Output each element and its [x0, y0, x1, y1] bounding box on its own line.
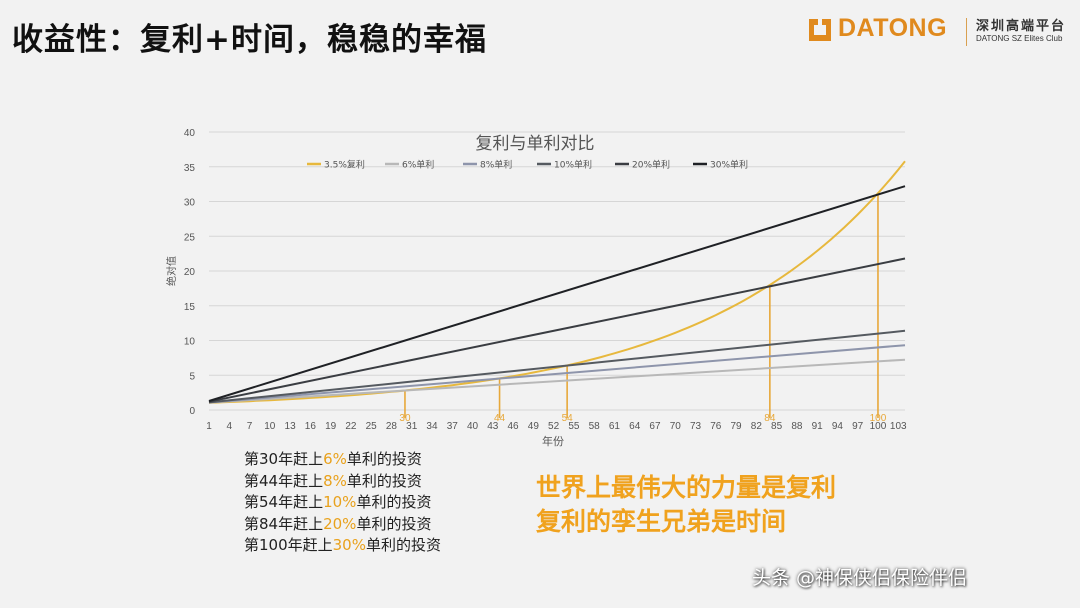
note-suffix: 单利的投资 — [346, 471, 422, 490]
x-tick-label: 22 — [345, 421, 357, 432]
note-suffix: 单利的投资 — [365, 536, 441, 555]
x-tick-label: 55 — [568, 421, 580, 432]
x-tick-label: 82 — [751, 421, 763, 432]
chart-title: 复利与单利对比 — [476, 134, 595, 154]
x-tick-label: 49 — [528, 421, 540, 432]
x-tick-label: 4 — [226, 421, 232, 432]
legend-label: 8%单利 — [480, 159, 512, 171]
logo-divider — [966, 18, 967, 46]
series-line — [208, 358, 906, 404]
slogan-line-2: 复利的孪生兄弟是时间 — [536, 507, 787, 536]
x-tick-label: 34 — [426, 421, 438, 432]
note-rate: 6% — [323, 450, 347, 468]
datong-logo-icon — [809, 19, 831, 41]
x-tick-label: 70 — [670, 421, 682, 432]
x-tick-label: 40 — [467, 421, 479, 432]
x-tick-label: 73 — [690, 421, 702, 432]
x-tick-label: 28 — [386, 421, 398, 432]
y-tick-label: 30 — [184, 198, 196, 209]
y-tick-label: 15 — [184, 302, 196, 313]
y-tick-label: 5 — [189, 371, 195, 382]
legend-label: 10%单利 — [554, 159, 592, 171]
x-tick-label: 61 — [609, 421, 621, 432]
x-tick-label: 7 — [247, 421, 253, 432]
x-tick-label: 103 — [890, 421, 907, 432]
note-rate: 8% — [323, 471, 347, 490]
x-tick-label: 31 — [406, 421, 418, 432]
note-suffix: 单利的投资 — [356, 514, 432, 533]
x-axis-label: 年份 — [542, 434, 564, 448]
slogan-line-1: 世界上最伟大的力量是复利 — [536, 473, 837, 502]
x-tick-label: 100 — [870, 421, 887, 432]
series-line — [208, 329, 906, 404]
y-tick-label: 25 — [184, 232, 196, 243]
series-line — [208, 185, 906, 402]
x-tick-label: 94 — [832, 421, 844, 432]
crossover-label: 44 — [494, 413, 506, 424]
crossover-label: 100 — [870, 413, 887, 424]
note-prefix: 第100年赶上 — [244, 536, 333, 555]
note-line: 第100年赶上30%单利的投资 — [244, 535, 441, 557]
x-tick-label: 19 — [325, 421, 337, 432]
x-tick-label: 58 — [589, 421, 601, 432]
x-tick-label: 16 — [305, 421, 317, 432]
note-rate: 30% — [332, 536, 366, 555]
slogan: 世界上最伟大的力量是复利 复利的孪生兄弟是时间 — [536, 471, 836, 539]
note-prefix: 第30年赶上 — [244, 450, 324, 468]
note-line: 第30年赶上6%单利的投资 — [244, 449, 441, 471]
x-tick-label: 43 — [487, 421, 499, 432]
y-tick-label: 35 — [184, 163, 196, 174]
note-prefix: 第84年赶上 — [244, 514, 324, 533]
crossover-label: 84 — [764, 413, 776, 424]
x-tick-label: 13 — [285, 421, 297, 432]
x-tick-label: 88 — [791, 421, 803, 432]
crossover-label: 54 — [562, 413, 574, 424]
logo-en-name: DATONG SZ Elites Club — [976, 34, 1063, 43]
y-tick-label: 10 — [184, 337, 196, 348]
x-tick-label: 85 — [771, 421, 783, 432]
legend-label: 20%单利 — [632, 159, 670, 171]
x-tick-label: 64 — [629, 421, 641, 432]
x-tick-label: 67 — [649, 421, 661, 432]
slide-title: 收益性：复利+时间，稳稳的幸福 — [12, 22, 487, 58]
series-line — [208, 160, 906, 404]
x-tick-label: 10 — [264, 421, 276, 432]
series-line — [208, 257, 906, 403]
note-suffix: 单利的投资 — [346, 450, 422, 468]
note-line: 第54年赶上10%单利的投资 — [244, 492, 441, 514]
x-tick-label: 46 — [508, 421, 520, 432]
y-tick-label: 0 — [189, 406, 195, 417]
logo-cn-name: 深圳高端平台 — [976, 19, 1067, 34]
series-line — [208, 344, 906, 404]
note-rate: 20% — [323, 514, 357, 533]
note-line: 第44年赶上8%单利的投资 — [244, 471, 441, 493]
note-prefix: 第44年赶上 — [244, 471, 324, 490]
note-suffix: 单利的投资 — [356, 493, 432, 512]
x-tick-label: 79 — [731, 421, 743, 432]
legend-label: 6%单利 — [402, 159, 434, 171]
note-rate: 10% — [323, 493, 357, 512]
y-axis-label: 绝对值 — [165, 256, 178, 286]
note-prefix: 第54年赶上 — [244, 493, 324, 512]
logo-brand-text: DATONG — [838, 14, 948, 42]
x-tick-label: 37 — [447, 421, 459, 432]
x-tick-label: 97 — [852, 421, 864, 432]
x-tick-label: 76 — [710, 421, 722, 432]
x-tick-label: 91 — [812, 421, 824, 432]
note-line: 第84年赶上20%单利的投资 — [244, 514, 441, 536]
x-tick-label: 25 — [366, 421, 378, 432]
y-tick-label: 20 — [184, 267, 196, 278]
legend-label: 30%单利 — [710, 159, 748, 171]
legend-label: 3.5%复利 — [324, 159, 365, 171]
catch-up-notes: 第30年赶上6%单利的投资 第44年赶上8%单利的投资 第54年赶上10%单利的投资… — [244, 449, 441, 557]
crossover-label: 30 — [399, 413, 411, 424]
x-tick-label: 52 — [548, 421, 560, 432]
watermark: 头条 @神保侠侣保险伴侣 — [752, 567, 968, 589]
x-tick-label: 1 — [206, 421, 212, 432]
y-tick-label: 40 — [184, 128, 196, 139]
